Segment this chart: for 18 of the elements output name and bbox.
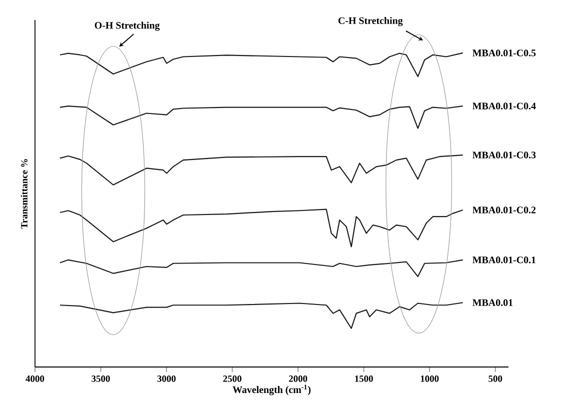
x-axis-title: Wavelength (cm$^{-1}$) (232, 384, 311, 396)
series-label: MBA0.01-C0.5 (472, 50, 536, 56)
series-label: MBA0.01-C0.2 (472, 206, 536, 214)
text: O-H Stretching (94, 22, 160, 31)
x-tick-label: 500 (488, 376, 502, 382)
x-tick-label: 3500 (92, 376, 110, 382)
x-tick-label: 1500 (355, 376, 373, 382)
y-axis-title: Transmittance % (20, 159, 28, 229)
series-label: MBA0.01-C0.1 (472, 256, 536, 264)
x-tick-label: 1000 (420, 376, 439, 382)
series-label: MBA0.01-C0.4 (472, 102, 536, 110)
x-tick-label: 2000 (288, 376, 308, 382)
x-tick-label: 3000 (157, 376, 176, 382)
x-tick-label: 4000 (26, 376, 44, 382)
series-label: MBA0.01 (472, 299, 513, 306)
text: C-H Stretching (338, 17, 403, 26)
series-label: MBA0.01-C0.3 (472, 152, 536, 158)
x-tick-label: 2500 (223, 376, 242, 382)
